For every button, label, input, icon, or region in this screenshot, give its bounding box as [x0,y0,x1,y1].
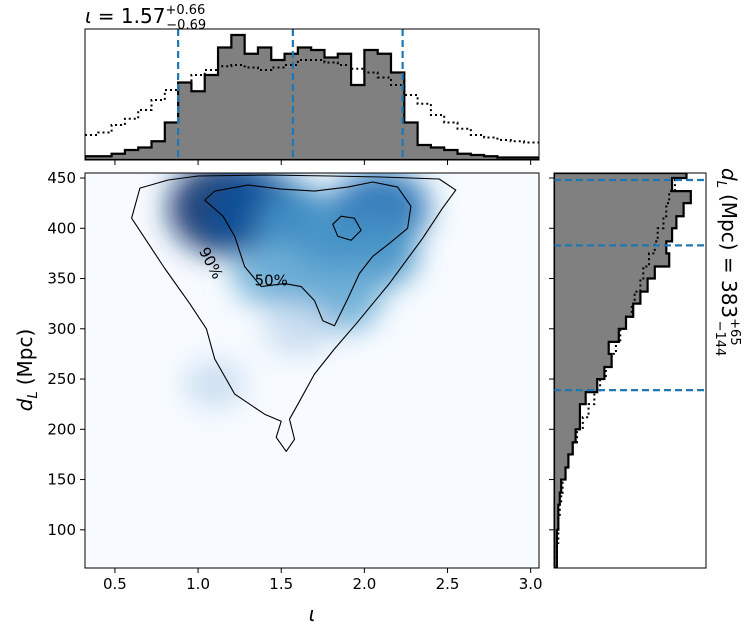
right-y-ticks [549,177,554,531]
top-posterior-histogram [85,33,539,160]
top-title-value: = 1.57 [98,4,166,28]
contour-label-50: 50% [255,272,288,290]
y-tick-label: 250 [47,370,76,388]
y-tick-label: 300 [47,320,76,338]
right-histogram [554,173,706,568]
y-tick-label: 400 [47,219,76,237]
x-axis-label: ι [309,602,316,626]
y-axis-label-unit: (Mpc) [13,329,37,386]
x-tick-label: 3.0 [519,575,543,593]
top-title: ι = 1.57+0.66 −0.69 [85,3,206,33]
top-marginal-panel: ι = 1.57+0.66 −0.69 [84,3,540,165]
credible-contours [131,174,457,452]
density-peak-7 [232,241,314,306]
x-tick-label: 1.5 [269,575,293,593]
right-title-sub: −144 [712,321,727,357]
contour-90 [131,174,457,452]
right-title-d: d [717,168,741,181]
y-axis-label-d: d [13,398,37,411]
top-frame [84,28,540,161]
y-axis-label: dL (Mpc) [13,329,41,412]
density-peak-8 [263,301,332,356]
contour-50-inner [332,215,362,241]
x-tick-label: 1.0 [186,575,210,593]
top-histogram [85,29,539,160]
y-axis-label-sub: L [26,391,41,398]
y-tick-label: 350 [47,270,76,288]
top-prior-histogram [85,59,539,144]
x-tick-label: 2.0 [352,575,376,593]
top-title-symbol: ι [85,4,92,28]
top-title-sub: −0.69 [166,18,206,33]
y-tick-label: 150 [47,471,76,489]
joint-panel: 90% 50% 0.5 1.0 1.5 2.0 2.5 3.0 1001502002503… [13,169,543,626]
top-x-ticks [114,160,532,165]
density-peak-9 [184,359,245,409]
right-title: dL (Mpc) = 383+65−144 [712,168,742,356]
joint-y-axis: 100 150 200 250 300 350 400 450 [47,169,85,539]
x-tick-label: 2.5 [436,575,460,593]
right-title-value: (Mpc) = 383 [717,194,741,318]
x-tick-label: 0.5 [103,575,127,593]
contour-50 [204,181,412,327]
top-title-sup: +0.66 [165,3,205,18]
y-tick-label: 450 [47,169,76,187]
joint-frame [84,172,540,569]
density-heatmap [168,173,430,409]
right-posterior-histogram [554,173,692,568]
right-marginal-panel: dL (Mpc) = 383+65−144 [549,168,742,569]
right-frame [553,172,707,569]
y-tick-label: 200 [47,420,76,438]
joint-x-axis: 0.5 1.0 1.5 2.0 2.5 3.0 [103,568,543,593]
y-tick-label: 100 [47,521,76,539]
right-title-sup: +65 [727,318,742,345]
right-title-L: L [713,181,728,188]
